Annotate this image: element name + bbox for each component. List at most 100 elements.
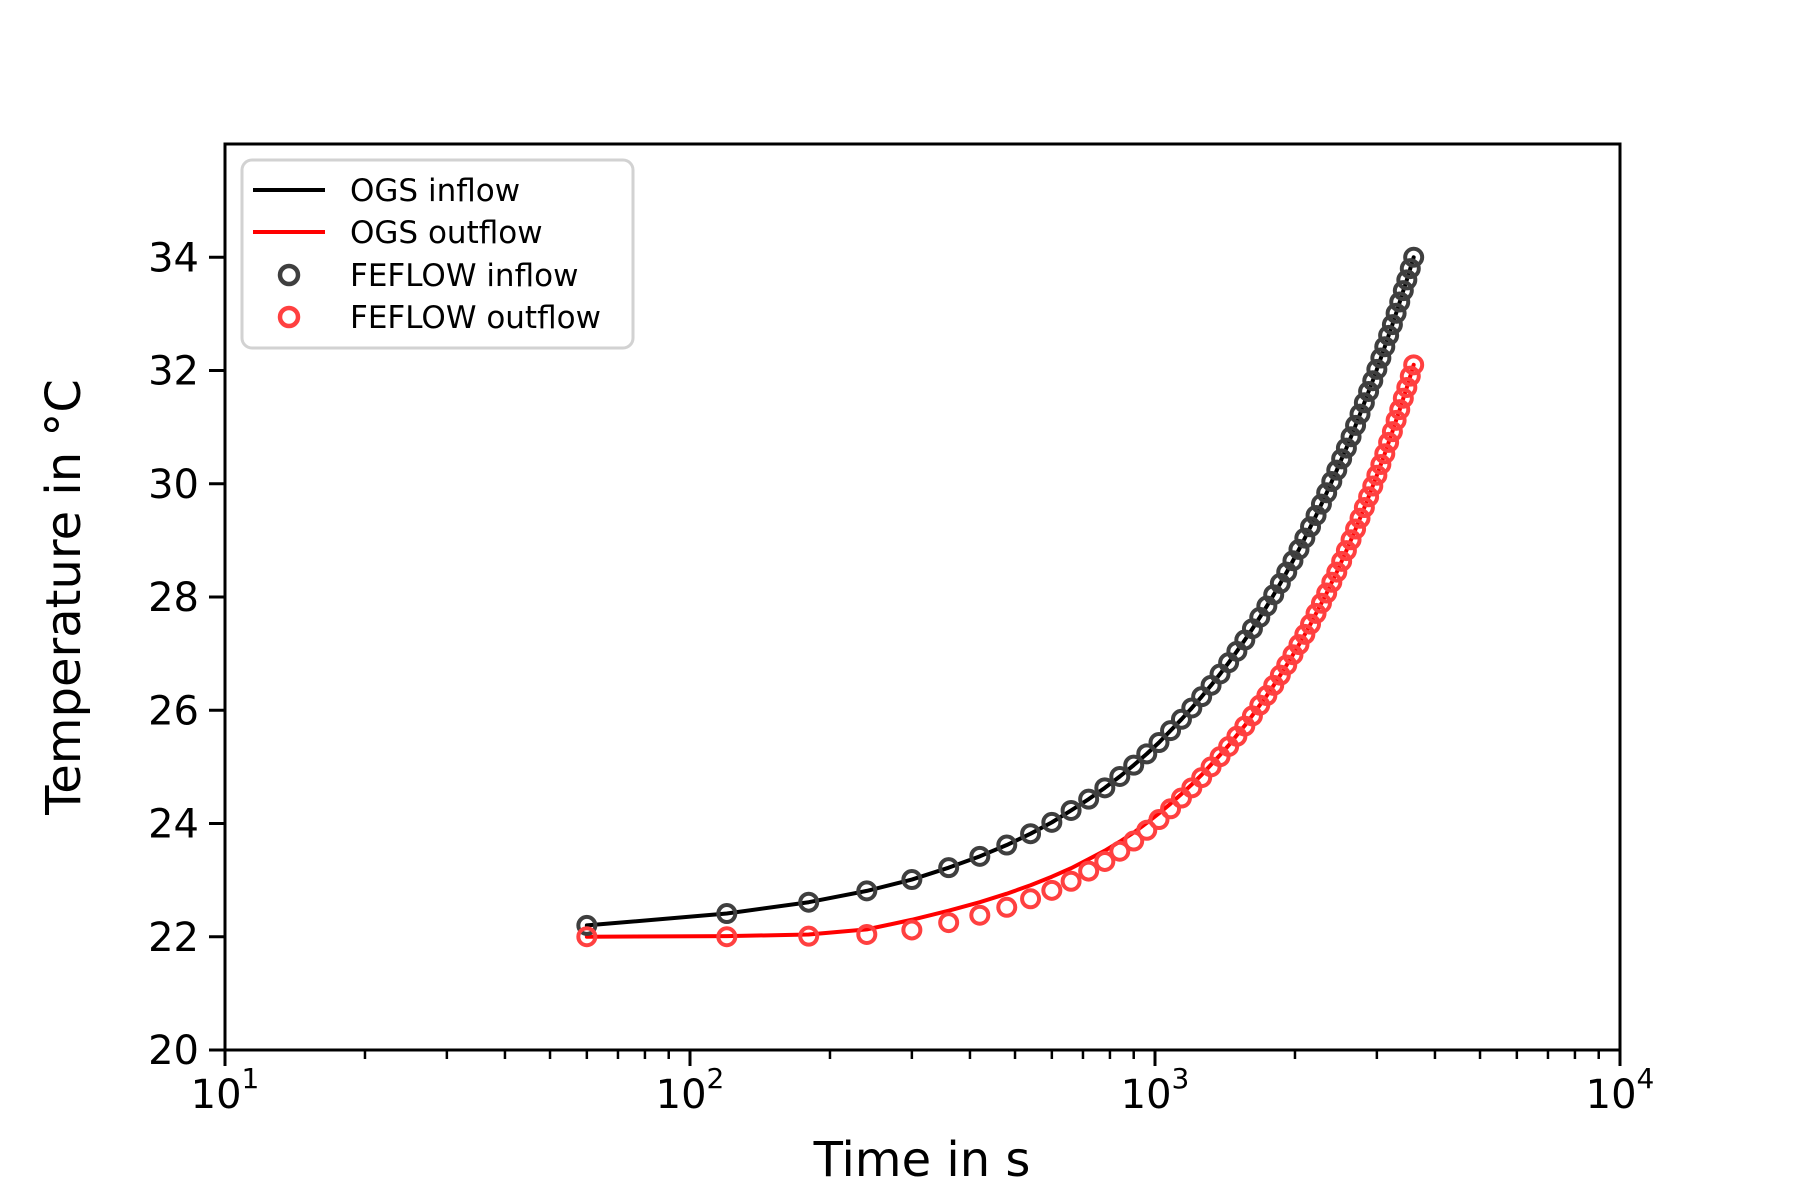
feflow-outflow-marker <box>1020 888 1042 910</box>
feflow-outflow-marker <box>1403 354 1425 376</box>
x-minor-ticks <box>363 1050 1600 1059</box>
x-axis-label: Time in s <box>813 1132 1031 1188</box>
feflow-inflow-marker <box>1170 708 1192 730</box>
feflow-inflow-marker <box>856 880 878 902</box>
legend: OGS inflow OGS outflow FEFLOW inflow FEF… <box>240 158 635 350</box>
y-tick-label: 26 <box>148 688 199 734</box>
feflow-outflow-marker <box>1316 582 1338 604</box>
legend-marker-sample-feflow-inflow <box>277 263 301 287</box>
feflow-outflow-marker <box>1148 809 1170 831</box>
feflow-inflow-marker <box>1385 302 1407 324</box>
y-tick-labels: 20 22 24 26 28 30 32 34 <box>148 235 199 1074</box>
feflow-inflow-marker <box>1078 788 1100 810</box>
feflow-inflow-marker <box>1370 347 1392 369</box>
feflow-outflow-marker <box>1345 518 1367 540</box>
feflow-outflow-marker <box>1374 443 1396 465</box>
feflow-outflow-marker <box>1366 464 1388 486</box>
feflow-outflow-marker <box>1191 767 1213 789</box>
feflow-outflow-marker <box>1331 550 1353 572</box>
x-tick-label: 103 <box>1121 1062 1190 1118</box>
x-major-ticks <box>223 1050 1622 1066</box>
feflow-inflow-marker <box>1305 504 1327 526</box>
feflow-outflow-marker <box>1335 540 1357 562</box>
feflow-inflow-marker <box>1041 811 1063 833</box>
feflow-outflow-marker <box>576 926 598 948</box>
feflow-inflow-marker <box>1340 426 1362 448</box>
y-major-ticks <box>209 255 225 1052</box>
feflow-inflow-marker <box>1109 766 1131 788</box>
legend-label-ogs-outflow: OGS outflow <box>350 215 543 251</box>
y-tick-label: 22 <box>148 915 199 961</box>
x-tick-label: 102 <box>656 1062 725 1118</box>
legend-label-ogs-inflow: OGS inflow <box>350 173 520 209</box>
feflow-outflow-marker <box>1041 879 1063 901</box>
feflow-outflow-marker <box>1370 453 1392 475</box>
feflow-outflow-marker <box>1358 486 1380 508</box>
feflow-outflow-marker <box>1060 870 1082 892</box>
feflow-outflow-marker <box>1392 387 1414 409</box>
feflow-inflow-marker <box>1300 516 1322 538</box>
feflow-inflow-marker <box>1345 414 1367 436</box>
feflow-outflow-marker <box>1109 840 1131 862</box>
legend-label-feflow-outflow: FEFLOW outflow <box>350 300 601 336</box>
feflow-inflow-marker <box>1331 448 1353 470</box>
feflow-inflow-marker <box>1094 777 1116 799</box>
feflow-inflow-marker <box>1366 358 1388 380</box>
feflow-outflow-marker <box>716 926 738 948</box>
series-layer <box>576 246 1425 948</box>
feflow-outflow-marker <box>1305 602 1327 624</box>
feflow-outflow-marker <box>1353 497 1375 519</box>
feflow-outflow-marker <box>1385 409 1407 431</box>
feflow-inflow-marker <box>996 834 1018 856</box>
feflow-inflow-marker <box>1392 280 1414 302</box>
feflow-outflow-marker <box>798 925 820 947</box>
feflow-outflow-marker <box>1349 507 1371 529</box>
feflow-inflow-marker <box>1389 291 1411 313</box>
feflow-outflow-marker <box>1136 819 1158 841</box>
feflow-outflow-marker <box>1378 431 1400 453</box>
feflow-outflow-marker <box>1123 830 1145 852</box>
feflow-outflow-marker <box>969 904 991 926</box>
feflow-inflow-marker <box>798 891 820 913</box>
feflow-inflow-marker <box>1362 370 1384 392</box>
feflow-outflow-marker <box>1389 399 1411 421</box>
feflow-outflow-marker <box>1310 592 1332 614</box>
feflow-inflow-marker <box>1378 324 1400 346</box>
feflow-outflow-marker <box>996 896 1018 918</box>
feflow-outflow-marker <box>1294 623 1316 645</box>
feflow-inflow-marker <box>1288 538 1310 560</box>
feflow-inflow-marker <box>1349 403 1371 425</box>
feflow-inflow-marker <box>1321 470 1343 492</box>
feflow-inflow-marker <box>1374 336 1396 358</box>
y-tick-label: 28 <box>148 575 199 621</box>
feflow-inflow-marker <box>1020 823 1042 845</box>
feflow-inflow-marker <box>1294 527 1316 549</box>
feflow-inflow-marker <box>901 869 923 891</box>
y-tick-label: 24 <box>148 802 199 848</box>
feflow-inflow-marker <box>1381 314 1403 336</box>
feflow-inflow-marker <box>1403 246 1425 268</box>
feflow-outflow-marker <box>1396 376 1418 398</box>
legend-box <box>240 158 635 350</box>
y-tick-label: 20 <box>148 1028 199 1074</box>
feflow-inflow-marker <box>1353 392 1375 414</box>
feflow-inflow-marker <box>1123 754 1145 776</box>
feflow-inflow-marker <box>1396 269 1418 291</box>
feflow-outflow-marker <box>1300 613 1322 635</box>
feflow-inflow-marker <box>1326 459 1348 481</box>
x-tick-labels: 101 102 103 104 <box>191 1062 1655 1118</box>
feflow-inflow-marker <box>1310 493 1332 515</box>
feflow-outflow-marker <box>901 919 923 941</box>
feflow-outflow-marker <box>1340 529 1362 551</box>
feflow-inflow-marker <box>938 857 960 879</box>
feflow-outflow-marker <box>1326 561 1348 583</box>
legend-marker-sample-feflow-outflow <box>277 305 301 329</box>
feflow-inflow-marker <box>1136 743 1158 765</box>
feflow-inflow-marker <box>1335 437 1357 459</box>
legend-label-feflow-inflow: FEFLOW inflow <box>350 258 578 294</box>
feflow-outflow-marker <box>1160 798 1182 820</box>
feflow-outflow-marker <box>856 923 878 945</box>
y-tick-label: 30 <box>148 462 199 508</box>
